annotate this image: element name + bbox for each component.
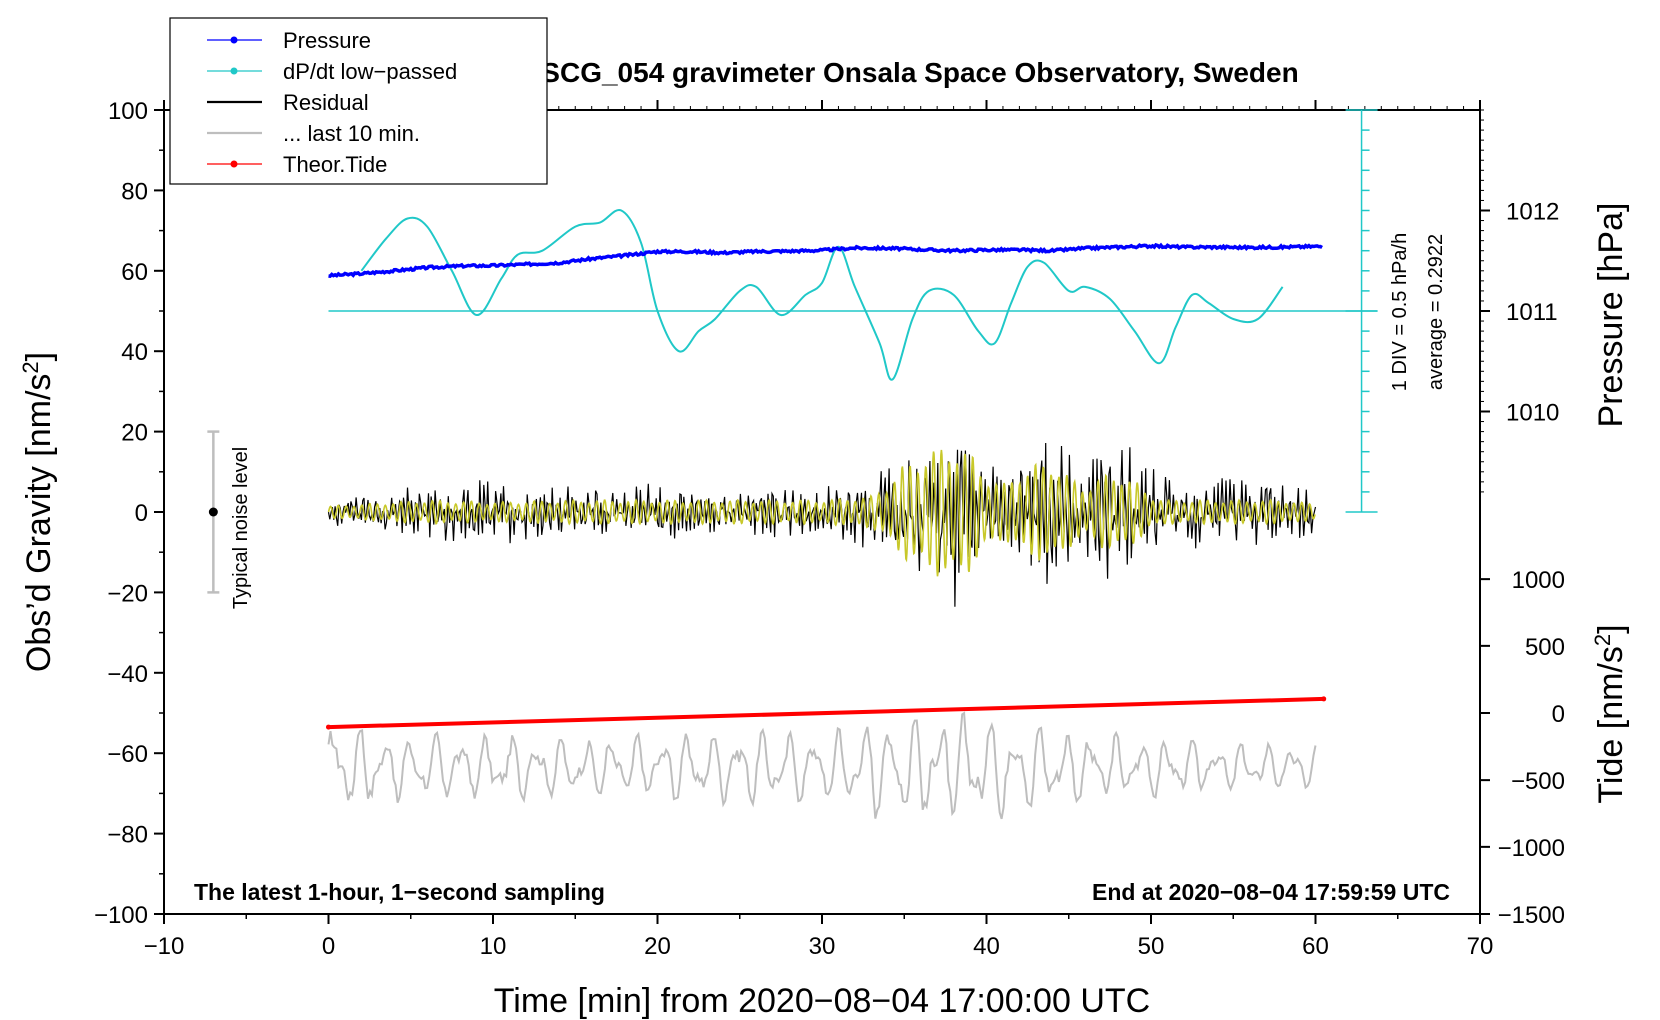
y-tick-label: 80 (121, 178, 148, 205)
tide-tick-label: 0 (1552, 701, 1565, 728)
legend-entry-last10: ... last 10 min. (207, 121, 420, 146)
dpdt-scale-label: 1 DIV = 0.5 hPa/h (1389, 233, 1411, 391)
legend-entry-tide: Theor.Tide (207, 152, 387, 177)
tide-point (1321, 696, 1327, 702)
pressure-tick-label: 1010 (1506, 400, 1559, 427)
y-axis-label-left: Obs’d Gravity [nm/s2] (18, 352, 58, 672)
axis-ticks: −10 0 10 20 30 40 50 60 70100806040200−20−40−60−… (94, 98, 1565, 960)
y-axis-label-tide-sup: 2 (1590, 634, 1615, 646)
legend-label-residual: Residual (283, 90, 369, 115)
y-tick-label: −80 (107, 822, 148, 849)
series-low-frequency-residual (327, 711, 1317, 820)
tide-tick-label: 500 (1525, 634, 1565, 661)
series-last-10-min (327, 449, 1316, 577)
noise-bar-center (208, 507, 218, 517)
series-pressure (328, 242, 1323, 279)
dpdt-average-label: average = 0.2922 (1425, 234, 1447, 390)
legend-label-last10: ... last 10 min. (283, 121, 420, 146)
x-tick-label: −10 (144, 933, 185, 960)
legend-entry-residual: Residual (207, 90, 369, 115)
legend-label-tide: Theor.Tide (283, 152, 387, 177)
y-tick-label: 60 (121, 259, 148, 286)
tide-tick-label: 1000 (1512, 567, 1565, 594)
y-tick-label: −20 (107, 580, 148, 607)
noise-level-label: Typical noise level (230, 447, 252, 609)
tide-tick-label: −500 (1511, 768, 1565, 795)
legend: Pressure dP/dt low−passed Residual ... l… (169, 17, 548, 185)
x-tick-label: 40 (973, 933, 1000, 960)
pressure-tick-label: 1012 (1506, 199, 1559, 226)
series-group (207, 109, 1378, 820)
legend-entry-dpdt: dP/dt low−passed (207, 59, 457, 84)
y-tick-label: 100 (108, 98, 148, 125)
y-axis-label-tide: Tide [nm/s2] (1590, 624, 1630, 803)
y-tick-label: 20 (121, 420, 148, 447)
legend-marker-dpdt (230, 67, 238, 75)
y-axis-label-tide-end: ] (1592, 624, 1630, 633)
footer-left: The latest 1-hour, 1−second sampling (194, 879, 605, 905)
y-axis-label-left-sup: 2 (18, 361, 43, 373)
y-axis-label-tide-main: Tide [nm/s (1592, 646, 1630, 803)
chart-title: SCG_054 gravimeter Onsala Space Observat… (541, 57, 1298, 88)
legend-label-pressure: Pressure (283, 28, 371, 53)
tide-tick-label: −1000 (1498, 835, 1565, 862)
x-tick-label: 50 (1138, 933, 1165, 960)
footer-right: End at 2020−08−04 17:59:59 UTC (1092, 879, 1450, 905)
tide-tick-label: −1500 (1498, 902, 1565, 929)
x-tick-label: 60 (1302, 933, 1329, 960)
x-tick-label: 70 (1467, 933, 1494, 960)
y-tick-label: −40 (107, 661, 148, 688)
x-tick-label: 10 (480, 933, 507, 960)
x-tick-label: 0 (322, 933, 335, 960)
y-tick-label: 0 (135, 500, 148, 527)
tide-point (326, 724, 331, 730)
y-tick-label: 40 (121, 339, 148, 366)
y-tick-label: −100 (94, 902, 148, 929)
x-tick-label: 30 (809, 933, 836, 960)
legend-entry-pressure: Pressure (207, 28, 371, 53)
legend-marker-tide (230, 160, 238, 168)
y-axis-label-pressure: Pressure [hPa] (1592, 203, 1630, 428)
y-axis-label-left-end: ] (20, 352, 58, 361)
x-tick-label: 20 (644, 933, 671, 960)
series-tide (328, 696, 1324, 730)
y-tick-label: −60 (107, 741, 148, 768)
pressure-tick-label: 1011 (1506, 299, 1558, 326)
x-axis-label: Time [min] from 2020−08−04 17:00:00 UTC (494, 982, 1150, 1020)
series-dpdt (360, 208, 1284, 381)
legend-label-dpdt: dP/dt low−passed (283, 59, 457, 84)
legend-marker-pressure (230, 36, 238, 44)
y-axis-label-left-main: Obs’d Gravity [nm/s (20, 374, 58, 673)
